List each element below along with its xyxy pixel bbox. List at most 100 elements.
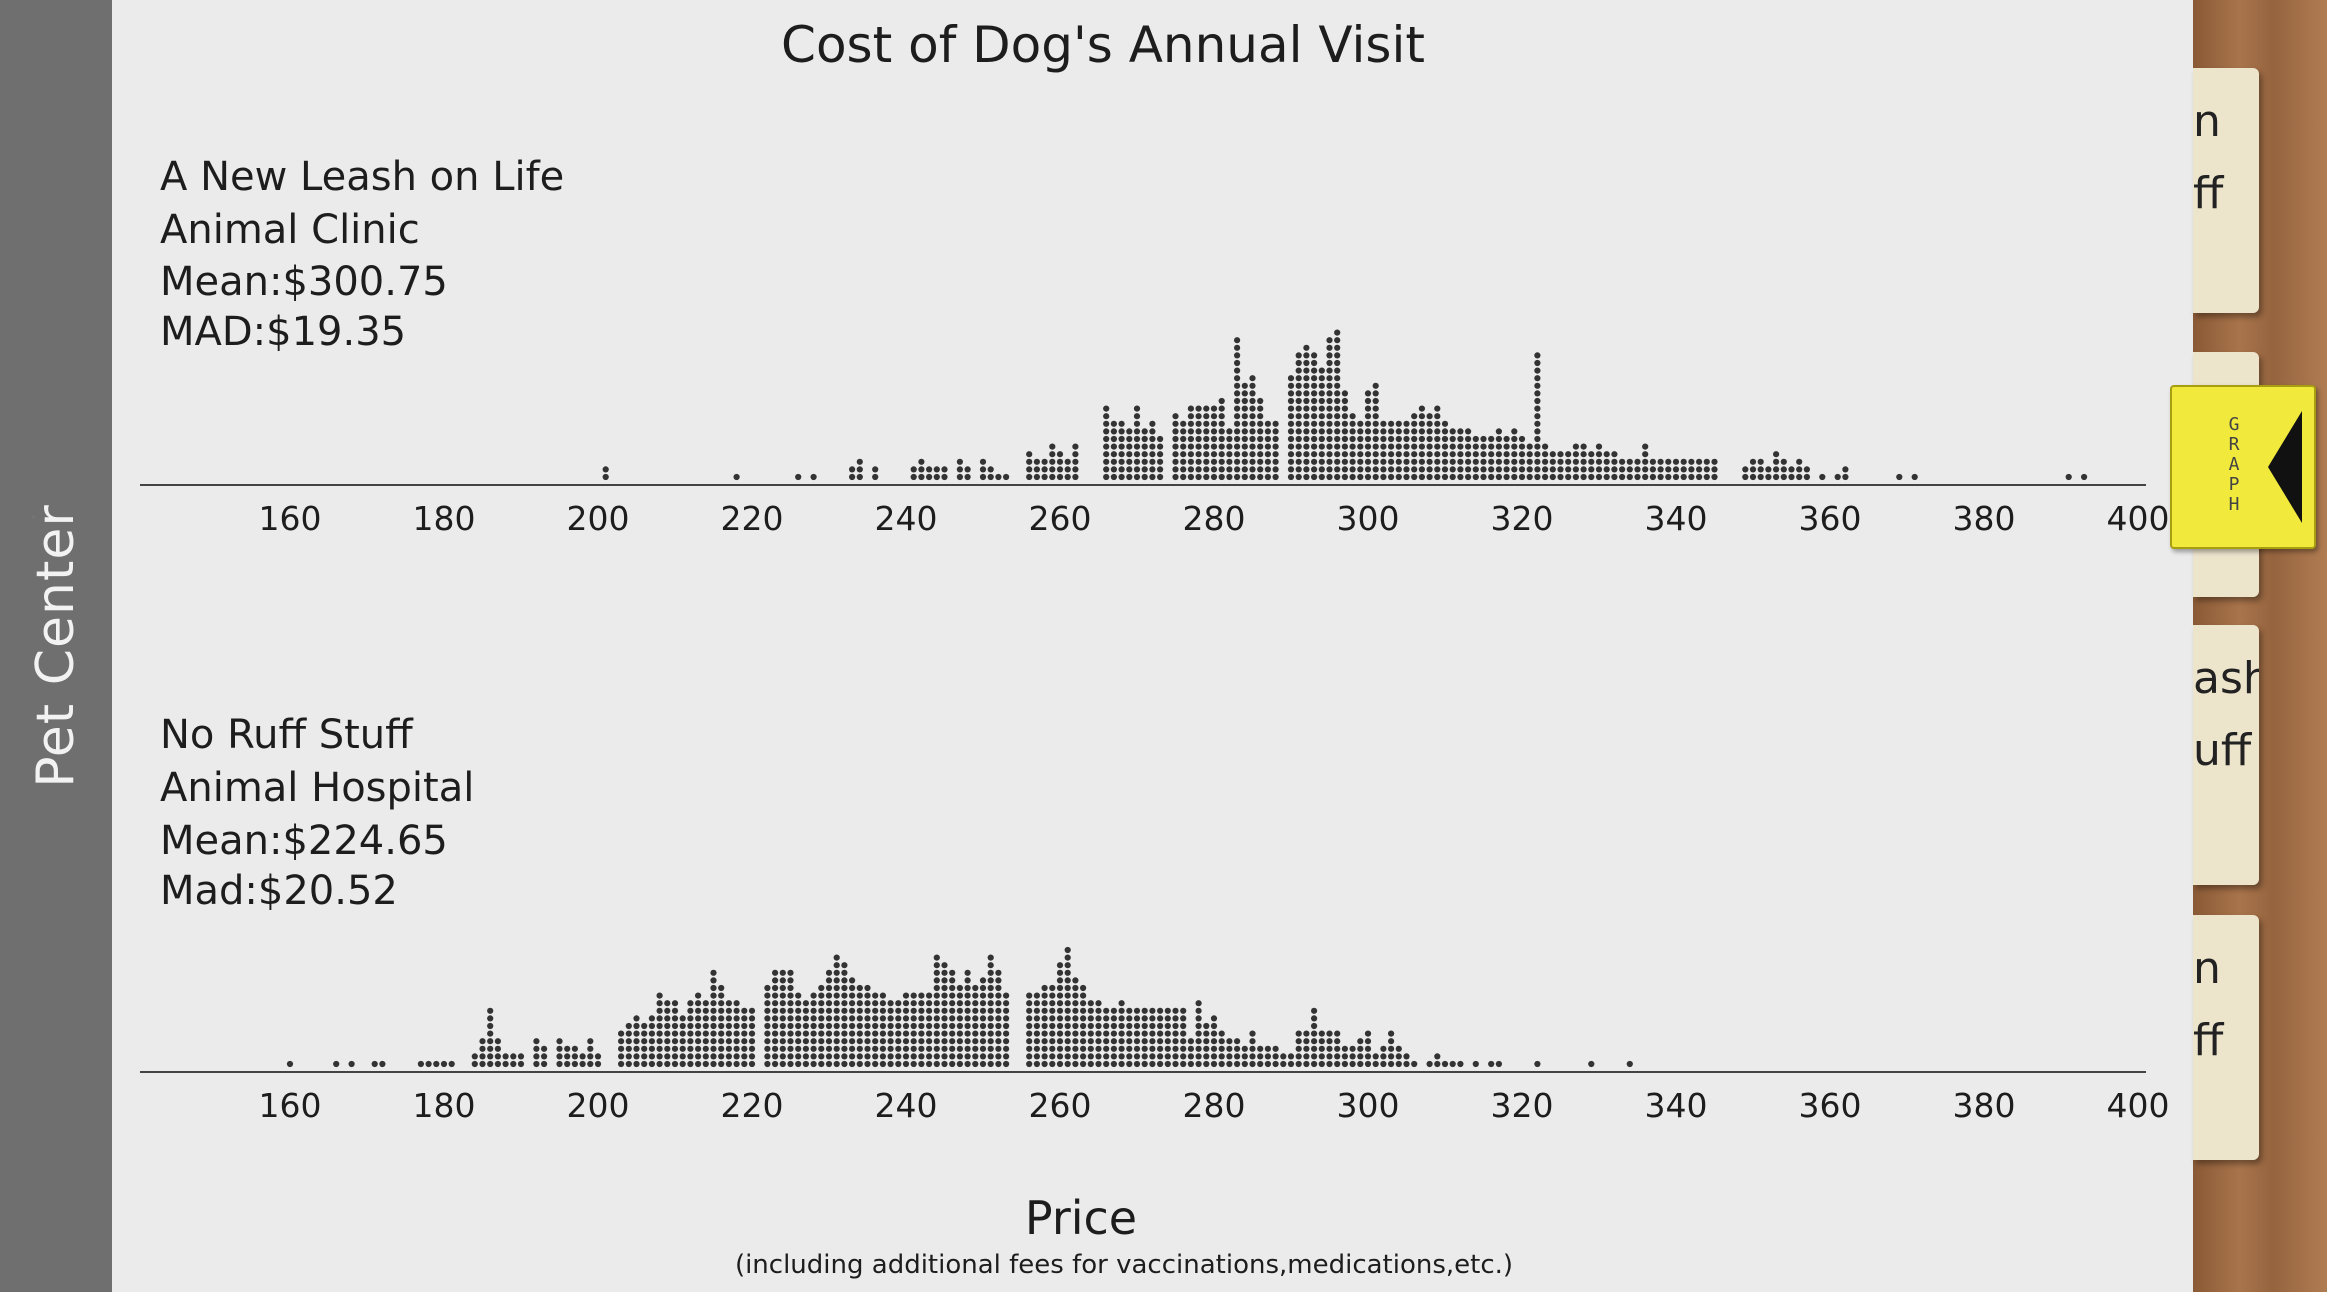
- data-dot: [1326, 428, 1333, 435]
- graph-tab-letter: H: [2228, 494, 2240, 515]
- data-dot: [1472, 473, 1479, 481]
- data-dot: [987, 1045, 994, 1052]
- data-dot: [1326, 1045, 1333, 1052]
- data-dot: [687, 1030, 694, 1037]
- data-dot: [772, 977, 779, 984]
- data-dot: [1180, 435, 1187, 443]
- tick-label: 180: [413, 499, 476, 538]
- data-dot: [1295, 451, 1302, 458]
- data-dot: [1380, 420, 1387, 427]
- data-dot: [1295, 397, 1302, 405]
- side-card-1[interactable]: n ff: [2193, 68, 2259, 313]
- data-dot: [1334, 443, 1341, 450]
- data-dot: [1441, 458, 1449, 465]
- data-dot: [849, 1000, 856, 1007]
- data-dot: [964, 1053, 971, 1060]
- data-dot: [1588, 466, 1595, 473]
- data-dot: [1249, 1060, 1256, 1068]
- data-dot: [1572, 466, 1579, 473]
- data-dot: [810, 1007, 817, 1014]
- data-dot: [1126, 451, 1133, 458]
- data-dot: [1234, 375, 1241, 382]
- data-dot: [1303, 390, 1310, 397]
- data-dot: [1195, 1038, 1202, 1045]
- side-card-4[interactable]: n ff: [2193, 915, 2259, 1160]
- data-dot: [1334, 329, 1341, 336]
- data-dot: [1780, 458, 1787, 465]
- data-dot: [841, 1045, 848, 1052]
- data-dot: [849, 473, 856, 481]
- tick-label: 220: [721, 1086, 784, 1125]
- data-dot: [825, 992, 833, 999]
- data-dot: [1210, 443, 1218, 450]
- data-dot: [1272, 473, 1279, 481]
- data-dot: [648, 1053, 656, 1060]
- data-dot: [1295, 352, 1302, 359]
- data-dot: [1303, 375, 1310, 382]
- data-dot: [918, 1038, 925, 1045]
- data-dot: [841, 1060, 848, 1068]
- data-dot: [1457, 428, 1464, 435]
- data-dot: [872, 1000, 879, 1007]
- data-dot: [1303, 1060, 1310, 1068]
- data-dot: [1480, 466, 1487, 473]
- data-dot: [1234, 458, 1241, 465]
- data-dot: [1072, 984, 1079, 992]
- data-dot: [1326, 352, 1333, 359]
- data-dot: [841, 1022, 848, 1030]
- data-dot: [664, 1015, 671, 1022]
- data-dot: [1249, 443, 1256, 450]
- data-dot: [1110, 443, 1117, 450]
- data-dot: [1157, 435, 1164, 443]
- panel-1-clinic-type: Animal Clinic: [160, 207, 420, 253]
- data-dot: [741, 1038, 748, 1045]
- data-dot: [741, 1053, 748, 1060]
- data-dot: [1133, 458, 1141, 465]
- data-dot: [1103, 1038, 1110, 1045]
- data-dot: [1311, 451, 1318, 458]
- data-dot: [1234, 428, 1241, 435]
- data-dot: [1349, 1053, 1356, 1060]
- data-dot: [1149, 435, 1156, 443]
- data-dot: [1026, 1015, 1033, 1022]
- data-dot: [995, 1022, 1002, 1030]
- data-dot: [956, 1022, 964, 1030]
- side-card-text: uff: [2193, 725, 2252, 776]
- data-dot: [1049, 451, 1056, 458]
- data-dot: [879, 1022, 887, 1030]
- data-dot: [1380, 473, 1387, 481]
- panel-2-mad: Mad:$20.52: [160, 868, 398, 914]
- data-dot: [479, 1038, 486, 1045]
- data-dot: [910, 473, 917, 481]
- data-dot: [1434, 443, 1441, 450]
- data-dot: [1326, 451, 1333, 458]
- data-dot: [1210, 1022, 1218, 1030]
- data-dot: [1388, 435, 1395, 443]
- data-dot: [1180, 1045, 1187, 1052]
- data-dot: [1311, 428, 1318, 435]
- data-dot: [1303, 397, 1310, 405]
- data-dot: [1449, 458, 1456, 465]
- data-dot: [1003, 1038, 1010, 1045]
- data-dot: [1380, 1053, 1387, 1060]
- side-card-3[interactable]: ash uff: [2193, 625, 2259, 885]
- data-dot: [748, 1038, 756, 1045]
- data-dot: [1388, 1045, 1395, 1052]
- data-dot: [1064, 1000, 1071, 1007]
- data-dot: [1511, 443, 1518, 450]
- data-dot: [1780, 473, 1787, 481]
- data-dot: [1488, 1060, 1495, 1068]
- data-dot: [864, 1038, 871, 1045]
- data-dot: [1318, 1060, 1325, 1068]
- data-dot: [1056, 1030, 1064, 1037]
- data-dot: [1703, 466, 1710, 473]
- data-dot: [1172, 473, 1179, 481]
- data-dot: [1742, 473, 1749, 481]
- data-dot: [856, 1030, 863, 1037]
- data-dot: [1465, 451, 1472, 458]
- data-dot: [1311, 1030, 1318, 1037]
- data-dot: [1003, 1045, 1010, 1052]
- data-dot: [1318, 428, 1325, 435]
- data-dot: [964, 969, 971, 976]
